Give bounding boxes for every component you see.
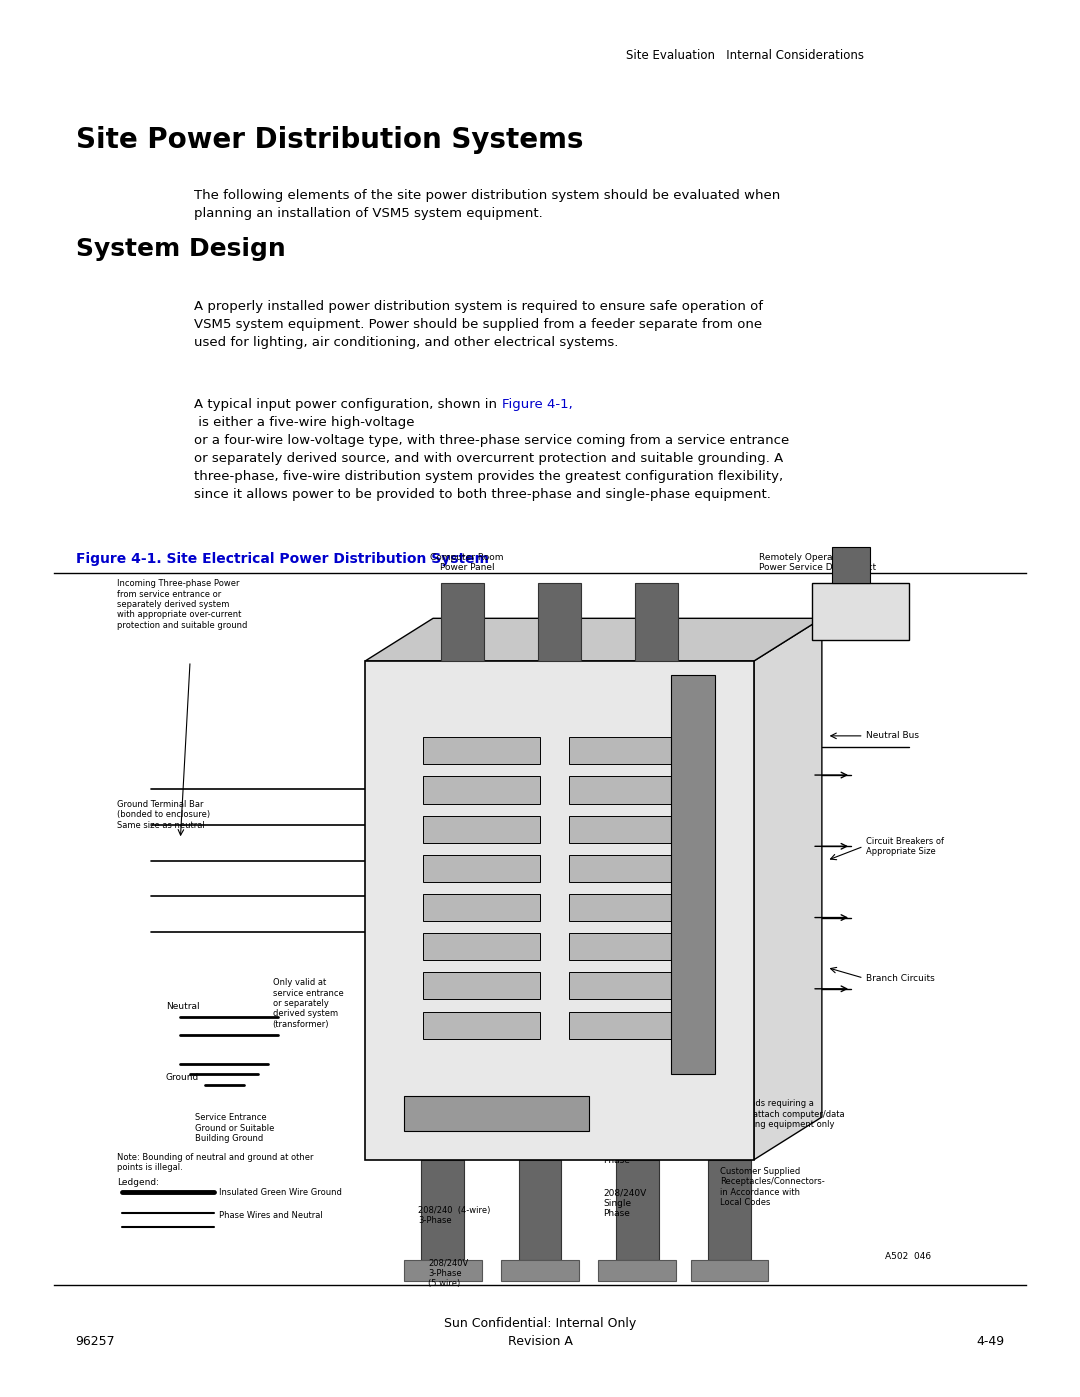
- Bar: [423, 816, 540, 842]
- Bar: [569, 1011, 686, 1039]
- Text: Incoming Three-phase Power
from service entrance or
separately derived system
wi: Incoming Three-phase Power from service …: [117, 580, 247, 630]
- Text: A502  046: A502 046: [886, 1252, 931, 1261]
- Text: Neutral: Neutral: [166, 1002, 200, 1011]
- Text: Insulated Green Wire Ground: Insulated Green Wire Ground: [219, 1189, 342, 1197]
- Text: Customer Supplied
Receptacles/Connectors-
in Accordance with
Local Codes: Customer Supplied Receptacles/Connectors…: [719, 1166, 824, 1207]
- Bar: [569, 816, 686, 842]
- Text: Service Entrance
Ground or Suitable
Building Ground: Service Entrance Ground or Suitable Buil…: [194, 1113, 274, 1143]
- Text: 120V *
Single
Phase: 120V * Single Phase: [603, 1134, 634, 1165]
- Bar: [441, 583, 484, 661]
- Text: 208/240V
3-Phase
(5 wire): 208/240V 3-Phase (5 wire): [428, 1259, 469, 1288]
- Text: System Design: System Design: [76, 237, 285, 261]
- Text: A typical input power configuration, shown in: A typical input power configuration, sho…: [194, 398, 501, 411]
- Text: Computer Room
Power Panel: Computer Room Power Panel: [430, 553, 504, 571]
- Bar: [598, 1260, 676, 1281]
- Bar: [423, 972, 540, 999]
- Bar: [569, 777, 686, 803]
- Bar: [616, 1160, 659, 1260]
- Text: * For loads requiring a
neutral attach computer/data
processing equipment only: * For loads requiring a neutral attach c…: [719, 1099, 845, 1129]
- Bar: [501, 1260, 579, 1281]
- Bar: [812, 583, 909, 640]
- Bar: [569, 972, 686, 999]
- Bar: [404, 1260, 482, 1281]
- Bar: [365, 661, 754, 1160]
- Bar: [569, 933, 686, 960]
- Text: Figure 4-1. Site Electrical Power Distribution System: Figure 4-1. Site Electrical Power Distri…: [76, 552, 488, 566]
- Bar: [421, 1160, 464, 1260]
- Bar: [518, 1160, 562, 1260]
- Bar: [708, 1160, 751, 1260]
- Text: Note: Bounding of neutral and ground at other
points is illegal.: Note: Bounding of neutral and ground at …: [117, 1153, 313, 1172]
- Text: is either a five-wire high-voltage
or a four-wire low-voltage type, with three-p: is either a five-wire high-voltage or a …: [194, 416, 789, 502]
- Text: Remotely Operated
Power Service Disconnect: Remotely Operated Power Service Disconne…: [759, 553, 876, 571]
- Text: A properly installed power distribution system is required to ensure safe operat: A properly installed power distribution …: [194, 300, 764, 349]
- Text: Site Power Distribution Systems: Site Power Distribution Systems: [76, 126, 583, 154]
- Bar: [569, 894, 686, 921]
- Polygon shape: [754, 619, 822, 1160]
- Bar: [423, 933, 540, 960]
- Text: The following elements of the site power distribution system should be evaluated: The following elements of the site power…: [194, 189, 781, 219]
- Text: Figure 4-1,: Figure 4-1,: [502, 398, 573, 411]
- Bar: [423, 894, 540, 921]
- Text: Ground Terminal Bar
(bonded to enclosure)
Same size as neutral: Ground Terminal Bar (bonded to enclosure…: [117, 800, 211, 830]
- Bar: [423, 1011, 540, 1039]
- Text: Ledgend:: Ledgend:: [117, 1178, 159, 1186]
- Bar: [671, 675, 715, 1074]
- Text: 208/240  (4-wire)
3-Phase: 208/240 (4-wire) 3-Phase: [418, 1206, 491, 1225]
- Text: Branch Circuits: Branch Circuits: [866, 974, 934, 982]
- Bar: [569, 738, 686, 764]
- Text: Only valid at
service entrance
or separately
derived system
(transformer): Only valid at service entrance or separa…: [272, 978, 343, 1028]
- Text: 208/240V
3-Phase: 208/240V 3-Phase: [438, 1134, 482, 1154]
- Bar: [404, 1095, 589, 1132]
- Bar: [423, 738, 540, 764]
- Text: Neutral Bus: Neutral Bus: [866, 732, 919, 740]
- Bar: [538, 583, 581, 661]
- Bar: [832, 548, 870, 583]
- Text: 96257: 96257: [76, 1336, 116, 1348]
- Text: Ground: Ground: [166, 1073, 199, 1083]
- Text: 208/240V
Single
Phase: 208/240V Single Phase: [603, 1189, 647, 1218]
- Bar: [423, 855, 540, 882]
- Text: Circuit Breakers of
Appropriate Size: Circuit Breakers of Appropriate Size: [866, 837, 944, 856]
- Bar: [691, 1260, 769, 1281]
- Text: Sun Confidential: Internal Only
Revision A: Sun Confidential: Internal Only Revision…: [444, 1317, 636, 1348]
- Text: Phase Wires and Neutral: Phase Wires and Neutral: [219, 1211, 323, 1220]
- Text: Site Evaluation   Internal Considerations: Site Evaluation Internal Considerations: [626, 49, 864, 61]
- Bar: [635, 583, 678, 661]
- Polygon shape: [365, 619, 822, 661]
- Bar: [423, 777, 540, 803]
- Text: 4-49: 4-49: [976, 1336, 1004, 1348]
- Bar: [569, 855, 686, 882]
